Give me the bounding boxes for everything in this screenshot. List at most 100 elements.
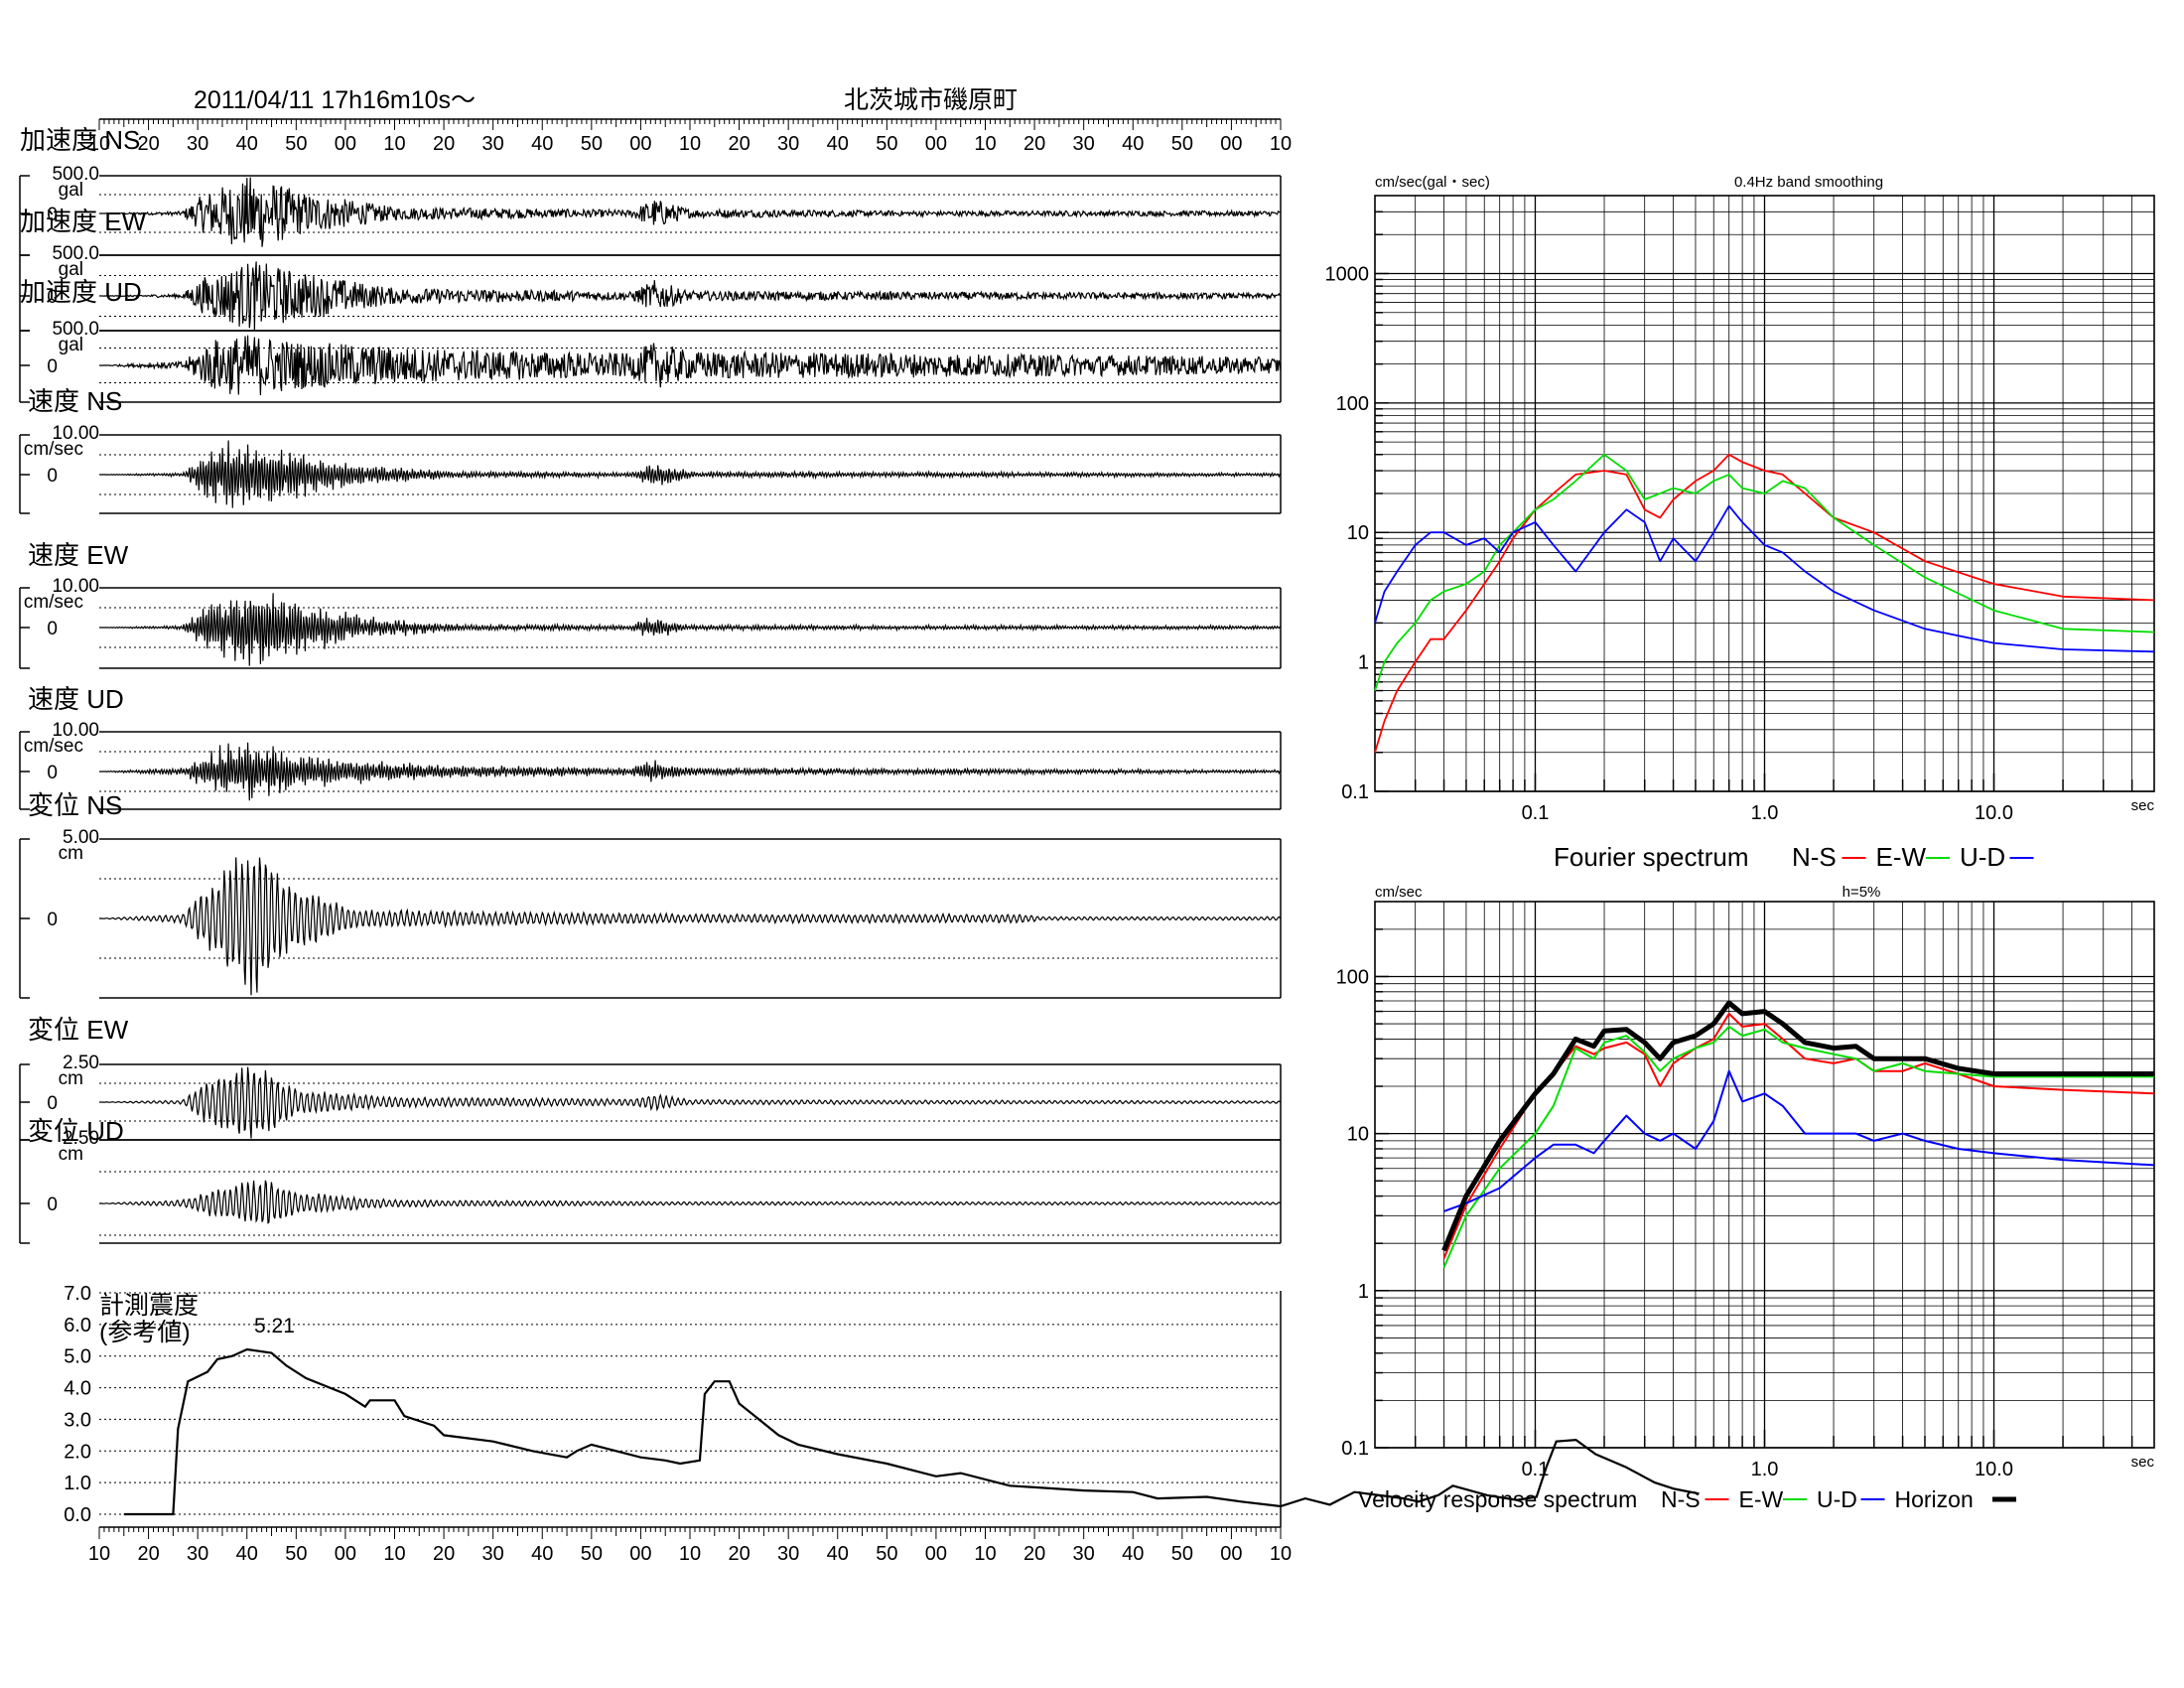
legend-label-n-s: N-S	[1792, 842, 1837, 872]
intensity-peak-label: 5.21	[254, 1315, 295, 1337]
trace-zero-label: 0	[47, 763, 58, 783]
intensity-ytick-label: 2.0	[64, 1441, 91, 1463]
series-line-n-s	[1442, 1012, 2155, 1259]
legend-label-n-s: N-S	[1661, 1486, 1701, 1512]
bottom-time-tick-label: 10	[1270, 1543, 1292, 1565]
intensity-ytick-label: 1.0	[64, 1473, 91, 1494]
trace-waveform	[99, 1066, 1282, 1139]
trace-title: 加速度 NS	[20, 125, 140, 155]
bottom-time-tick-label: 00	[1220, 1543, 1242, 1565]
trace-title: 変位 UD	[28, 1116, 124, 1146]
trace-unit: cm/sec	[24, 736, 83, 757]
legend-label-horizon: Horizon	[1895, 1486, 1974, 1512]
fourier-spectrum-panel: cm/sec(gal・sec) 0.4Hz band smoothing sec…	[1325, 174, 2155, 824]
top-time-tick-label: 10	[679, 133, 701, 155]
intensity-ytick-label: 7.0	[64, 1283, 91, 1305]
intensity-line	[123, 1347, 1700, 1516]
top-time-tick-label: 50	[876, 133, 897, 155]
waveform-panel: 20 30 40 50 00 10 20 30 40 50 00 10 20 30 40 50 00 10 20 30…	[19, 118, 1292, 1244]
bottom-time-tick-label: 40	[827, 1543, 849, 1565]
fourier-xlabel: sec	[2131, 797, 2155, 814]
x-tick-label: 1.0	[1751, 802, 1779, 824]
trace-unit: gal	[59, 180, 83, 201]
trace-title: 変位 NS	[28, 790, 122, 820]
top-time-tick-label: 30	[187, 133, 208, 155]
top-time-tick-label: 10	[1270, 133, 1292, 155]
intensity-ytick-label: 4.0	[64, 1378, 91, 1400]
trace-title: 速度 UD	[28, 684, 124, 714]
bottom-time-tick-label: 50	[285, 1543, 307, 1565]
trace-scale-value: 500.0	[52, 319, 99, 340]
legend-label-e-w: E-W	[1739, 1486, 1784, 1512]
trace-zero-label: 0	[47, 619, 58, 639]
trace-zero-label: 0	[47, 1093, 58, 1114]
y-tick-label: 0.1	[1341, 781, 1369, 803]
bottom-time-tick-label: 50	[876, 1543, 897, 1565]
intensity-ytick-label: 0.0	[64, 1504, 91, 1526]
trace-title: 変位 EW	[28, 1015, 129, 1045]
top-time-tick-label: 50	[581, 133, 603, 155]
top-time-tick-label: 10	[383, 133, 405, 155]
x-tick-label: 10.0	[1975, 802, 2013, 824]
y-tick-label: 1	[1358, 1281, 1369, 1303]
trace-zero-label: 0	[47, 910, 58, 930]
intensity-subtitle: (参考値)	[99, 1319, 191, 1346]
x-tick-label: 0.1	[1522, 1459, 1550, 1480]
series-line-u-d	[1374, 504, 2155, 653]
bottom-time-tick-label: 50	[1171, 1543, 1193, 1565]
trace-title: 加速度 UD	[20, 277, 142, 307]
trace-zero-label: 0	[47, 287, 58, 308]
bottom-time-tick-label: 10	[974, 1543, 996, 1565]
bottom-time-tick-label: 20	[728, 1543, 750, 1565]
trace-zero-label: 0	[47, 1195, 58, 1215]
intensity-title: 計測震度	[99, 1292, 199, 1320]
trace-title: 速度 NS	[28, 386, 122, 416]
trace-zero-label: 0	[47, 466, 58, 487]
trace-zero-label: 0	[47, 205, 58, 225]
top-time-tick-label: 00	[335, 133, 356, 155]
top-time-tick-label: 20	[433, 133, 455, 155]
trace-waveform	[99, 335, 1282, 396]
trace-scale-value: 10.00	[52, 423, 99, 444]
top-time-tick-label: 40	[1122, 133, 1144, 155]
x-tick-label: 0.1	[1522, 802, 1550, 824]
trace-title: 速度 EW	[28, 540, 129, 570]
bottom-time-tick-label: 20	[433, 1543, 455, 1565]
fourier-legend-title: Fourier spectrum	[1554, 842, 1749, 872]
series-line-horizon	[1441, 1000, 2154, 1252]
trace-waveform	[99, 177, 1282, 247]
legend-label-u-d: U-D	[1960, 842, 2005, 872]
fourier-legend: Fourier spectrum N-S E-W U-D	[1554, 842, 2034, 872]
bottom-time-tick-label: 00	[925, 1543, 947, 1565]
y-tick-label: 100	[1336, 393, 1369, 415]
bottom-time-tick-label: 00	[629, 1543, 651, 1565]
trace-waveform	[99, 857, 1282, 996]
response-title: h=5%	[1843, 884, 1881, 901]
legend-label-u-d: U-D	[1817, 1486, 1857, 1512]
trace-scale-value: 2.50	[63, 1128, 99, 1149]
top-time-tick-label: 20	[1024, 133, 1045, 155]
y-tick-label: 10	[1347, 1124, 1369, 1146]
bottom-time-tick-label: 10	[679, 1543, 701, 1565]
top-time-tick-label: 00	[1220, 133, 1242, 155]
top-time-tick-label: 40	[531, 133, 553, 155]
bottom-time-tick-label: 30	[187, 1543, 208, 1565]
fourier-ylabel: cm/sec(gal・sec)	[1375, 174, 1490, 191]
trace-waveform	[99, 261, 1282, 331]
top-time-tick-label: 40	[236, 133, 258, 155]
top-time-tick-label: 30	[482, 133, 504, 155]
bottom-time-tick-label: 40	[531, 1543, 553, 1565]
x-tick-label: 1.0	[1751, 1459, 1779, 1480]
station-name: 北茨城市磯原町	[844, 86, 1018, 114]
bottom-time-tick-label: 40	[1122, 1543, 1144, 1565]
x-tick-label: 10.0	[1975, 1459, 2013, 1480]
intensity-ytick-label: 5.0	[64, 1346, 91, 1368]
